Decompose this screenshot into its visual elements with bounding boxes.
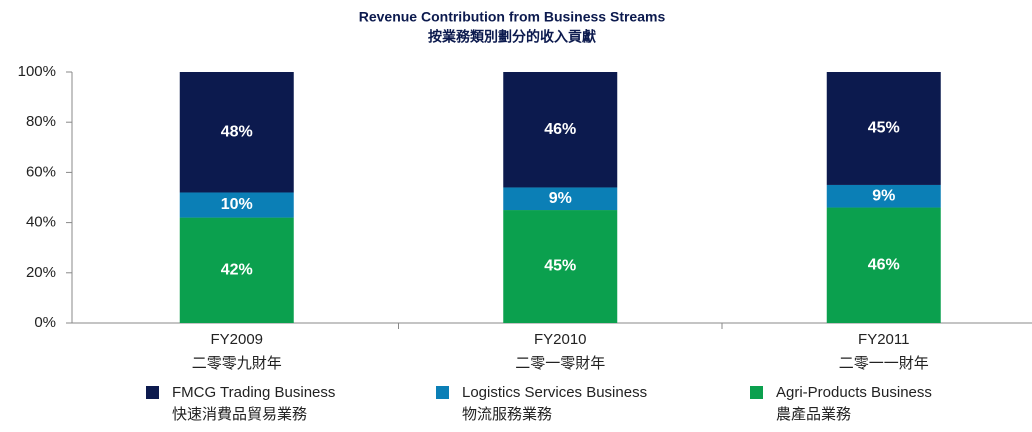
y-tick-label: 40% [26,214,56,231]
x-tick-label: FY2011 [858,331,909,348]
x-tick-label: FY2010 [534,331,587,348]
bar-segment [179,192,294,218]
x-tick-label-zh: 二零零九財年 [192,355,282,372]
data-label: 10% [221,196,253,213]
data-label: 46% [544,121,576,138]
legend-swatch [436,386,449,399]
legend-label: FMCG Trading Business [172,384,335,401]
bar-segment [826,72,941,185]
x-tick-label-zh: 二零一零財年 [515,355,605,372]
data-label: 9% [549,190,572,207]
legend-swatch [750,386,763,399]
data-label: 46% [868,256,900,273]
y-tick-label: 20% [26,264,56,281]
bar-segment [826,184,941,208]
chart-title: Revenue Contribution from Business Strea… [359,9,666,25]
bar-segment [179,72,294,193]
data-label: 45% [868,120,900,137]
y-tick-label: 0% [34,314,56,331]
x-tick-label-zh: 二零一一財年 [839,355,929,372]
data-label: 48% [221,123,253,140]
legend-label: Logistics Services Business [462,384,647,401]
legend-label-zh: 快速消費品貿易業務 [172,406,307,423]
legend-label: Agri-Products Business [776,384,932,401]
y-tick-label: 60% [26,163,56,180]
chart-subtitle: 按業務類別劃分的收入貢獻 [428,29,596,45]
bar-segment [503,210,618,323]
legend-label-zh: 物流服務業務 [462,406,552,423]
data-label: 9% [872,187,895,204]
legend-swatch [146,386,159,399]
data-label: 45% [544,258,576,275]
bar-segment [503,72,618,188]
y-tick-label: 80% [26,113,56,130]
bar-segment [826,207,941,323]
legend-label-zh: 農產品業務 [776,406,851,423]
bar-segment [179,217,294,323]
x-tick-label: FY2009 [210,331,263,348]
bar-segment [503,187,618,211]
y-tick-label: 100% [18,63,56,80]
data-label: 42% [221,262,253,279]
